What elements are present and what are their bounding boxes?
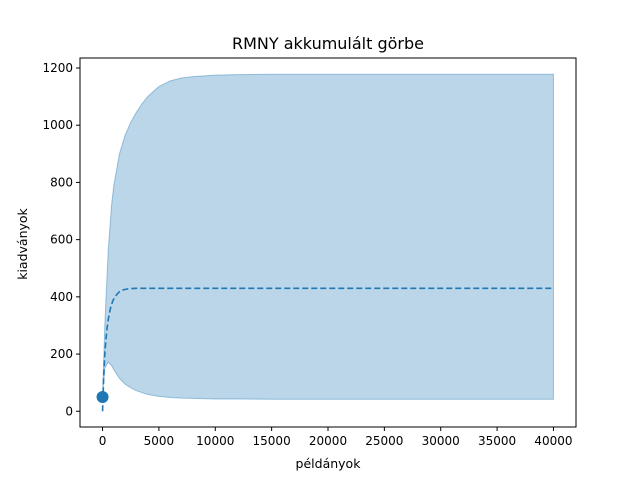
y-axis-label: kiadványok <box>15 207 30 279</box>
y-tick-label: 600 <box>50 233 73 247</box>
x-tick-label: 10000 <box>196 434 234 448</box>
x-tick-label: 0 <box>99 434 107 448</box>
mean-curve-line <box>101 287 554 412</box>
x-axis: 0 5000 10000 15000 20000 25000 30000 35000 40000 <box>99 427 573 448</box>
confidence-band <box>102 73 554 400</box>
y-tick-label: 1200 <box>42 61 73 75</box>
x-tick-label: 35000 <box>478 434 516 448</box>
y-tick-label: 200 <box>50 347 73 361</box>
y-tick-label: 800 <box>50 175 73 189</box>
y-tick-label: 0 <box>65 404 73 418</box>
chart-title: RMNY akkumulált görbe <box>232 34 424 53</box>
x-tick-label: 20000 <box>309 434 347 448</box>
plot-frame <box>79 57 577 428</box>
x-tick-label: 40000 <box>534 434 572 448</box>
x-tick-label: 15000 <box>253 434 291 448</box>
x-tick-label: 25000 <box>365 434 403 448</box>
y-axis: 0 200 400 600 800 1000 1200 <box>42 61 80 418</box>
start-point <box>96 390 109 403</box>
y-tick-label: 400 <box>50 290 73 304</box>
plot-area <box>96 73 554 412</box>
x-axis-label: példányok <box>296 456 362 471</box>
x-tick-label: 30000 <box>422 434 460 448</box>
x-tick-label: 5000 <box>144 434 175 448</box>
y-tick-label: 1000 <box>42 118 73 132</box>
